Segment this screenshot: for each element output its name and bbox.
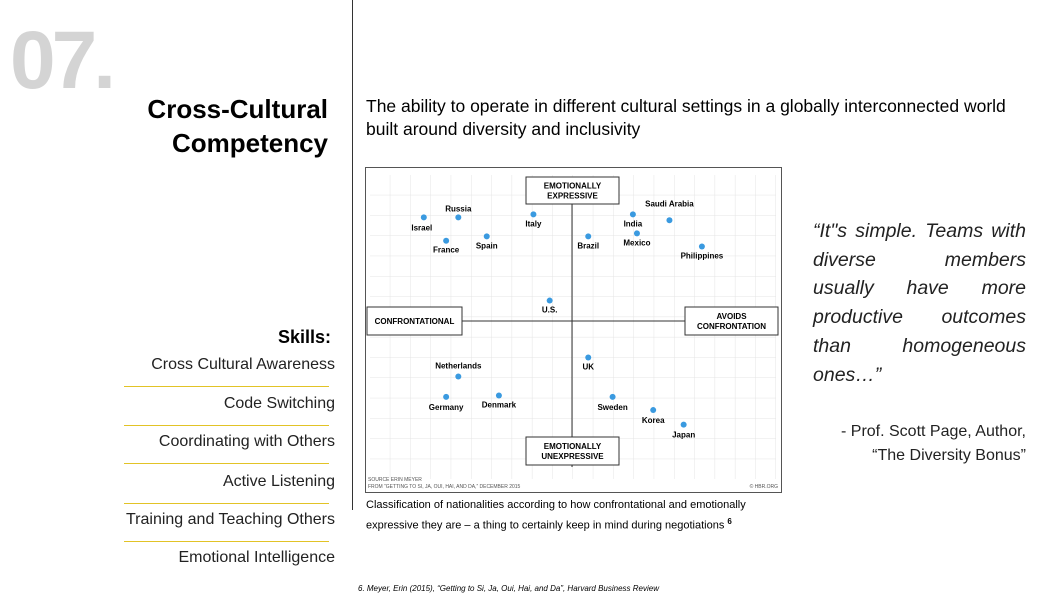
point bbox=[546, 297, 553, 304]
point-label: Korea bbox=[642, 416, 665, 425]
skills-heading: Skills: bbox=[277, 327, 331, 347]
skill: Training and Teaching Others bbox=[125, 511, 335, 528]
reference: 6 bbox=[727, 516, 732, 526]
axis-label: EMOTIONALLY bbox=[544, 442, 602, 451]
caption-text: Classification of nationalities accordin… bbox=[366, 499, 746, 532]
caption: Classification of nationalities accordin… bbox=[366, 498, 766, 534]
description: The ability to operate in different cult… bbox=[366, 96, 1006, 139]
attribution: - Prof. Scott Page, Author, bbox=[841, 423, 1026, 440]
attribution: “The Diversity Bonus” bbox=[872, 447, 1026, 464]
chart: EMOTIONALLYEXPRESSIVEEMOTIONALLYUNEXPRES… bbox=[365, 167, 782, 493]
point bbox=[420, 214, 427, 221]
divider bbox=[352, 0, 353, 510]
point-label: Japan bbox=[672, 431, 695, 440]
credit: © HBR.ORG bbox=[750, 483, 779, 490]
point bbox=[698, 243, 705, 250]
point-label: Philippines bbox=[681, 252, 724, 261]
point bbox=[443, 237, 450, 244]
point-label: U.S. bbox=[542, 306, 558, 315]
separator bbox=[124, 541, 329, 542]
source: FROM “GETTING TO SI, JA, OUI, HAI, AND D… bbox=[368, 484, 521, 490]
point-label: India bbox=[624, 219, 643, 228]
point bbox=[585, 233, 592, 240]
separator bbox=[124, 386, 329, 387]
point-label: Spain bbox=[476, 241, 498, 250]
point bbox=[455, 214, 462, 221]
axis-label: EMOTIONALLY bbox=[544, 182, 602, 191]
skill: Cross Cultural Awareness bbox=[151, 356, 335, 373]
skill: Code Switching bbox=[223, 395, 335, 412]
separator bbox=[124, 503, 329, 504]
axis-label: EXPRESSIVE bbox=[547, 192, 598, 201]
skill: Emotional Intelligence bbox=[178, 549, 335, 566]
footnote: 6. Meyer, Erin (2015), “Getting to Si, J… bbox=[358, 584, 660, 593]
point-label: France bbox=[433, 246, 460, 255]
skill: Active Listening bbox=[222, 473, 335, 490]
skill: Coordinating with Others bbox=[158, 433, 335, 450]
point-label: Saudi Arabia bbox=[645, 199, 694, 208]
point bbox=[483, 233, 490, 240]
point bbox=[629, 211, 636, 218]
axis-label-box bbox=[684, 306, 779, 336]
point-label: Sweden bbox=[597, 403, 627, 412]
separator bbox=[124, 425, 329, 426]
section-number: 07. bbox=[10, 15, 116, 106]
point bbox=[495, 392, 502, 399]
point bbox=[443, 393, 450, 400]
point bbox=[666, 217, 673, 224]
point-label: Brazil bbox=[577, 241, 599, 250]
axis-label-box bbox=[525, 436, 620, 466]
axis-label: UNEXPRESSIVE bbox=[541, 452, 604, 461]
point bbox=[650, 407, 657, 414]
axis-label-box bbox=[366, 306, 463, 336]
point-label: UK bbox=[582, 363, 594, 372]
point-label: Mexico bbox=[623, 238, 650, 247]
point bbox=[455, 373, 462, 380]
point bbox=[585, 354, 592, 361]
separator bbox=[124, 463, 329, 464]
point bbox=[609, 393, 616, 400]
axis-label: CONFRONTATION bbox=[697, 322, 766, 331]
quote: “It"s simple. Teams with diverse members… bbox=[813, 220, 1026, 386]
title: Competency bbox=[171, 128, 328, 158]
source: SOURCE ERIN MEYER bbox=[368, 477, 422, 483]
axis-label: AVOIDS bbox=[716, 312, 747, 321]
point-label: Netherlands bbox=[435, 361, 482, 370]
axis-label: CONFRONTATIONAL bbox=[375, 317, 455, 326]
point-label: Russia bbox=[445, 204, 472, 213]
point-label: Italy bbox=[525, 219, 542, 228]
point bbox=[530, 211, 537, 218]
point-label: Denmark bbox=[482, 400, 517, 409]
point-label: Germany bbox=[429, 403, 464, 412]
point-label: Israel bbox=[411, 223, 432, 232]
title: Cross-Cultural bbox=[147, 94, 328, 124]
point bbox=[633, 230, 640, 237]
axis-label-box bbox=[525, 176, 620, 205]
point bbox=[680, 421, 687, 428]
